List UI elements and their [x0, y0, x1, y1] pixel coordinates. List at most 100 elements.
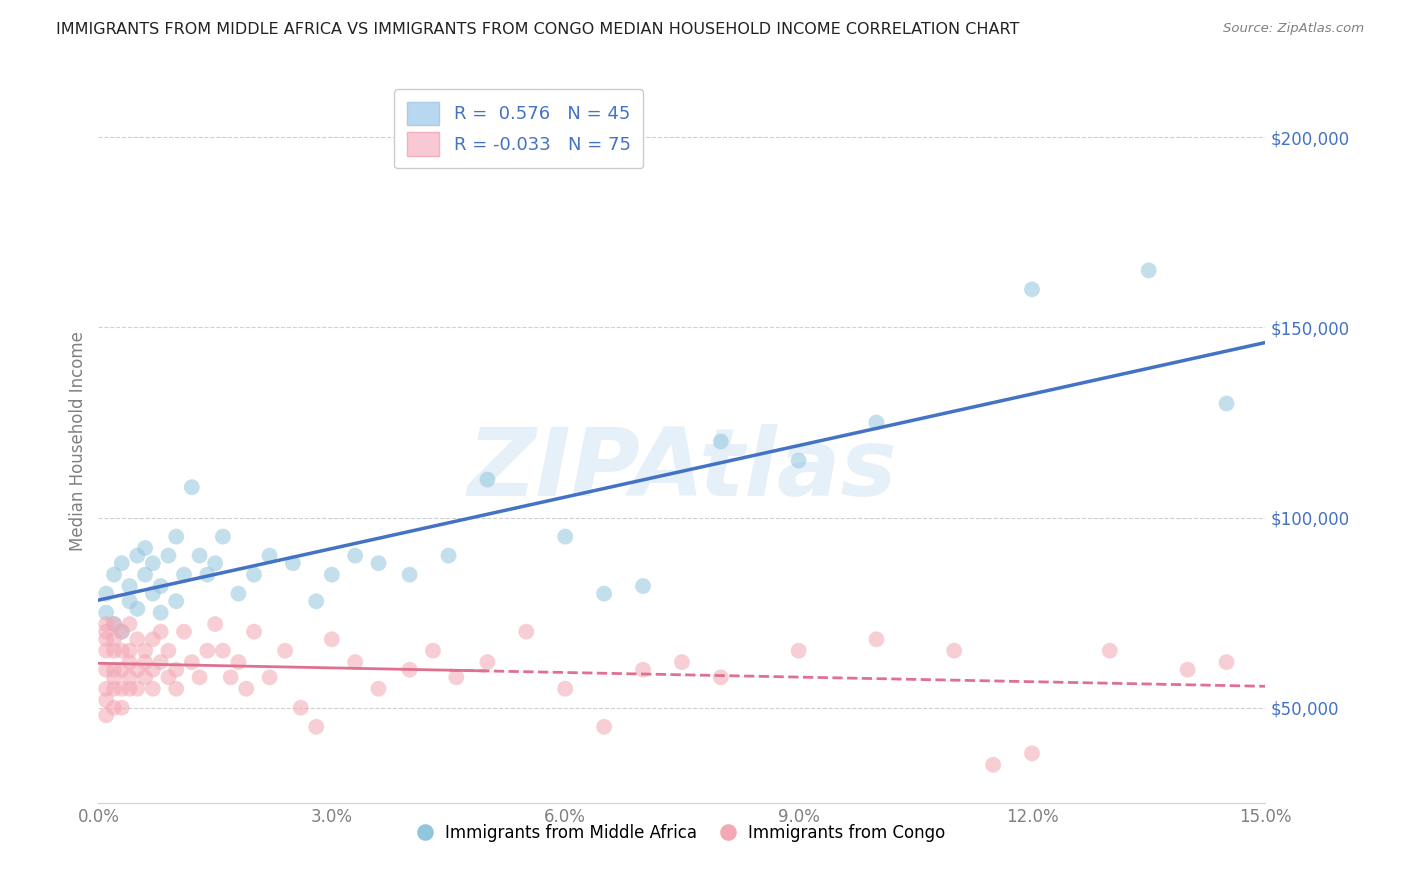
Point	[344, 655, 367, 669]
Point	[134, 643, 156, 657]
Text: ZIPAtlas: ZIPAtlas	[467, 425, 897, 516]
Point	[554, 530, 576, 544]
Point	[1021, 282, 1043, 296]
Point	[710, 434, 733, 449]
Point	[173, 567, 195, 582]
Point	[96, 663, 118, 677]
Point	[157, 643, 180, 657]
Point	[398, 663, 420, 677]
Point	[515, 624, 537, 639]
Point	[165, 663, 187, 677]
Point	[118, 594, 141, 608]
Point	[118, 579, 141, 593]
Point	[103, 643, 125, 657]
Point	[103, 567, 125, 582]
Point	[281, 556, 304, 570]
Point	[96, 681, 118, 696]
Point	[103, 663, 125, 677]
Point	[180, 655, 202, 669]
Point	[321, 632, 343, 647]
Point	[631, 663, 654, 677]
Point	[96, 632, 118, 647]
Point	[134, 670, 156, 684]
Point	[96, 587, 118, 601]
Point	[173, 624, 195, 639]
Point	[398, 567, 420, 582]
Point	[118, 617, 141, 632]
Point	[149, 624, 172, 639]
Point	[981, 757, 1004, 772]
Point	[243, 624, 266, 639]
Point	[710, 670, 733, 684]
Point	[188, 670, 211, 684]
Point	[204, 556, 226, 570]
Point	[195, 567, 218, 582]
Point	[477, 473, 499, 487]
Point	[127, 681, 149, 696]
Point	[134, 567, 156, 582]
Point	[554, 681, 576, 696]
Point	[111, 556, 134, 570]
Point	[787, 643, 810, 657]
Point	[96, 643, 118, 657]
Point	[865, 632, 887, 647]
Text: Source: ZipAtlas.com: Source: ZipAtlas.com	[1223, 22, 1364, 36]
Point	[446, 670, 468, 684]
Point	[195, 643, 218, 657]
Point	[127, 602, 149, 616]
Point	[142, 663, 165, 677]
Point	[142, 632, 165, 647]
Point	[1215, 655, 1237, 669]
Point	[180, 480, 202, 494]
Point	[134, 541, 156, 555]
Point	[96, 617, 118, 632]
Point	[118, 670, 141, 684]
Point	[103, 617, 125, 632]
Point	[243, 567, 266, 582]
Point	[165, 530, 187, 544]
Point	[212, 530, 235, 544]
Point	[103, 632, 125, 647]
Point	[259, 549, 281, 563]
Legend: Immigrants from Middle Africa, Immigrants from Congo: Immigrants from Middle Africa, Immigrant…	[412, 817, 952, 848]
Y-axis label: Median Household Income: Median Household Income	[69, 332, 87, 551]
Point	[111, 700, 134, 714]
Point	[188, 549, 211, 563]
Point	[422, 643, 444, 657]
Point	[157, 549, 180, 563]
Point	[259, 670, 281, 684]
Point	[290, 700, 312, 714]
Point	[103, 700, 125, 714]
Point	[142, 587, 165, 601]
Point	[305, 594, 328, 608]
Point	[593, 720, 616, 734]
Point	[157, 670, 180, 684]
Point	[228, 655, 250, 669]
Point	[103, 670, 125, 684]
Point	[118, 681, 141, 696]
Point	[96, 708, 118, 723]
Point	[111, 624, 134, 639]
Point	[437, 549, 460, 563]
Point	[235, 681, 257, 696]
Point	[367, 556, 389, 570]
Point	[1021, 747, 1043, 761]
Point	[165, 594, 187, 608]
Point	[204, 617, 226, 632]
Point	[134, 655, 156, 669]
Point	[1215, 396, 1237, 410]
Point	[321, 567, 343, 582]
Point	[118, 643, 141, 657]
Point	[165, 681, 187, 696]
Point	[96, 606, 118, 620]
Point	[1137, 263, 1160, 277]
Point	[111, 663, 134, 677]
Point	[103, 681, 125, 696]
Point	[219, 670, 242, 684]
Point	[943, 643, 966, 657]
Point	[127, 549, 149, 563]
Point	[228, 587, 250, 601]
Point	[305, 720, 328, 734]
Point	[96, 693, 118, 707]
Point	[787, 453, 810, 467]
